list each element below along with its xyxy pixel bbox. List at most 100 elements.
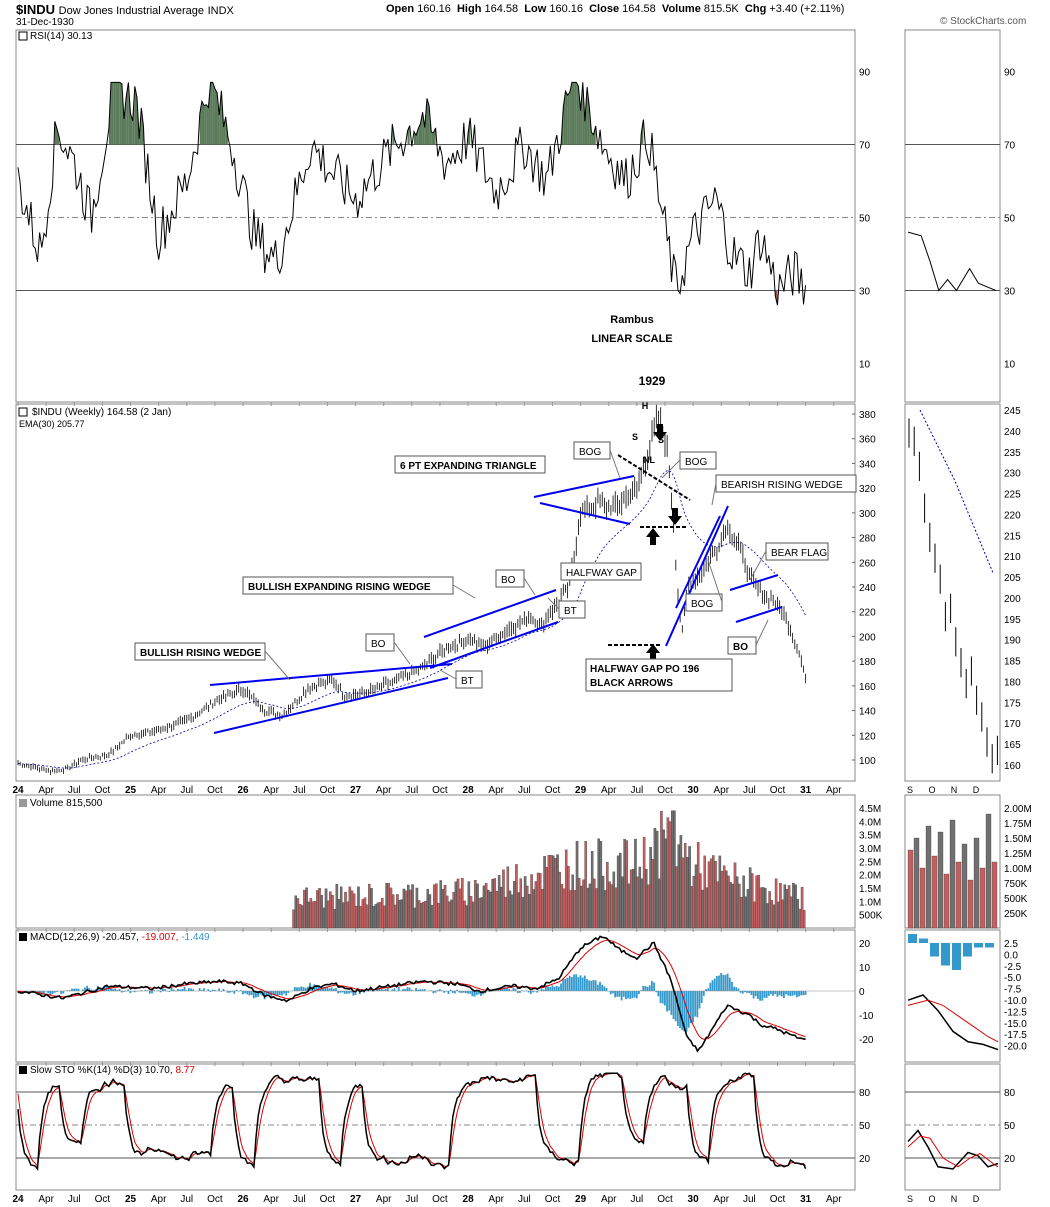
macd-histogram-bar [278,991,281,995]
sto-tick: 80 [859,1088,871,1099]
volume-bar [599,841,603,929]
volume-bar [378,902,382,929]
macd-histogram-bar [330,987,333,991]
macd-histogram-bar [759,991,761,1001]
rsi-overbought-fill [426,98,430,145]
rsi-line [17,81,807,306]
label-bt-2-box [558,600,586,619]
volume-bar [764,887,767,929]
macd-histogram-bar [625,991,627,1000]
volume-bar [655,830,659,929]
macd-histogram-bar [81,989,84,991]
volume-bar [303,889,306,929]
label-halfway-gap-po-line2: BLACK ARROWS [590,678,673,689]
macd-histogram-bar [144,989,147,991]
macd-histogram-bar [497,989,500,991]
macd-histogram-bar [376,989,378,991]
volume-right-tick: 250K [1004,909,1028,920]
macd-histogram-bar [540,988,543,991]
volume-bar [526,885,529,929]
volume-bar [701,889,704,929]
volume-bar [658,878,661,929]
volume-bar [677,844,680,929]
volume-bar [692,876,696,929]
macd-histogram-bar [679,991,681,1029]
label-bullish-expanding-rising-wedge: BULLISH EXPANDING RISING WEDGE [248,582,431,593]
macd-histogram-bar [514,988,517,991]
volume-bar [573,890,577,929]
triangle-lower [539,502,631,525]
macd-histogram-bar [765,991,768,999]
volume-bar [731,883,735,929]
macd-right-tick: 2.5 [1004,939,1018,950]
rsi-overbought-fill [217,92,220,145]
volume-bar [729,882,732,929]
label-6pt-expanding-triangle: 6 PT EXPANDING TRIANGLE [400,461,537,472]
macd-histogram-bar [601,984,604,991]
price-tick: 320 [859,484,876,495]
volume-bar [569,890,572,929]
rsi-overbought-fill [113,82,116,145]
arrow-up-mid [646,528,660,537]
volume-bar [712,855,715,929]
rsi-overbought-fill [580,82,583,145]
volume-bar [584,841,587,929]
macd-histogram-bar [304,987,307,991]
macd-histogram-bar [728,977,731,991]
macd-histogram-bar [672,991,675,1020]
macd-histogram-bar [276,991,279,996]
macd-histogram-bar [200,990,203,991]
volume-bar [768,891,771,929]
x-axis-price-tick: Jul [68,785,81,796]
volume-bar [368,883,371,929]
panel-right-sto [904,1063,1001,1191]
panel-macd [15,929,856,1063]
macd-histogram-bar [519,991,521,993]
volume-bar [744,896,748,929]
bearish-wedge-right [675,515,721,609]
macd-histogram-bar [698,991,701,1009]
volume-bar [714,861,717,929]
macd-histogram-bar [161,987,164,991]
volume-bar [430,904,434,929]
volume-bar [547,855,551,929]
x-axis-sto-tick: 28 [463,1194,475,1205]
macd-histogram-bar [38,991,41,994]
volume-bar [725,870,728,929]
price-tick: 220 [859,608,876,619]
volume-bar [495,891,499,929]
macd-histogram-bar [298,987,301,991]
volume-bar [632,869,635,929]
rsi-overbought-fill [117,82,120,145]
label-bearish-rising-wedge: BEARISH RISING WEDGE [721,480,843,491]
price-tick: 340 [859,459,876,470]
macd-right-signal [907,999,999,1043]
volume-right-bar [931,855,938,929]
macd-histogram-bar [53,991,56,993]
macd-histogram-bar [322,987,324,991]
callout-connector [452,584,476,599]
rsi-overbought-fill [111,82,114,145]
volume-bar [515,864,518,929]
volume-right-bar [943,873,950,929]
volume-bar [567,866,570,929]
arrow-up-bottom-stem [650,653,656,661]
x-axis-price-tick: 29 [575,785,587,796]
label-bog-3: BOG [691,599,713,610]
price-legend: $INDU (Weekly) 164.58 (2 Jan) [32,407,171,418]
volume-bar [634,838,637,929]
price-right-tick: 205 [1004,573,1021,584]
price-right-tick: 165 [1004,740,1021,751]
callout-connector [523,577,536,596]
macd-histogram-bar [744,991,746,993]
macd-histogram-bar [391,989,394,991]
price-right-tick: 240 [1004,427,1021,438]
rsi-right-tick: 90 [1004,68,1016,79]
volume-bar [707,861,711,929]
volume-bar [582,879,585,929]
volume-bar [575,841,579,929]
price-tick: 200 [859,632,876,643]
macd-histogram-bar [443,991,446,993]
label-nl: NL [643,455,655,465]
volume-bar [757,875,761,929]
